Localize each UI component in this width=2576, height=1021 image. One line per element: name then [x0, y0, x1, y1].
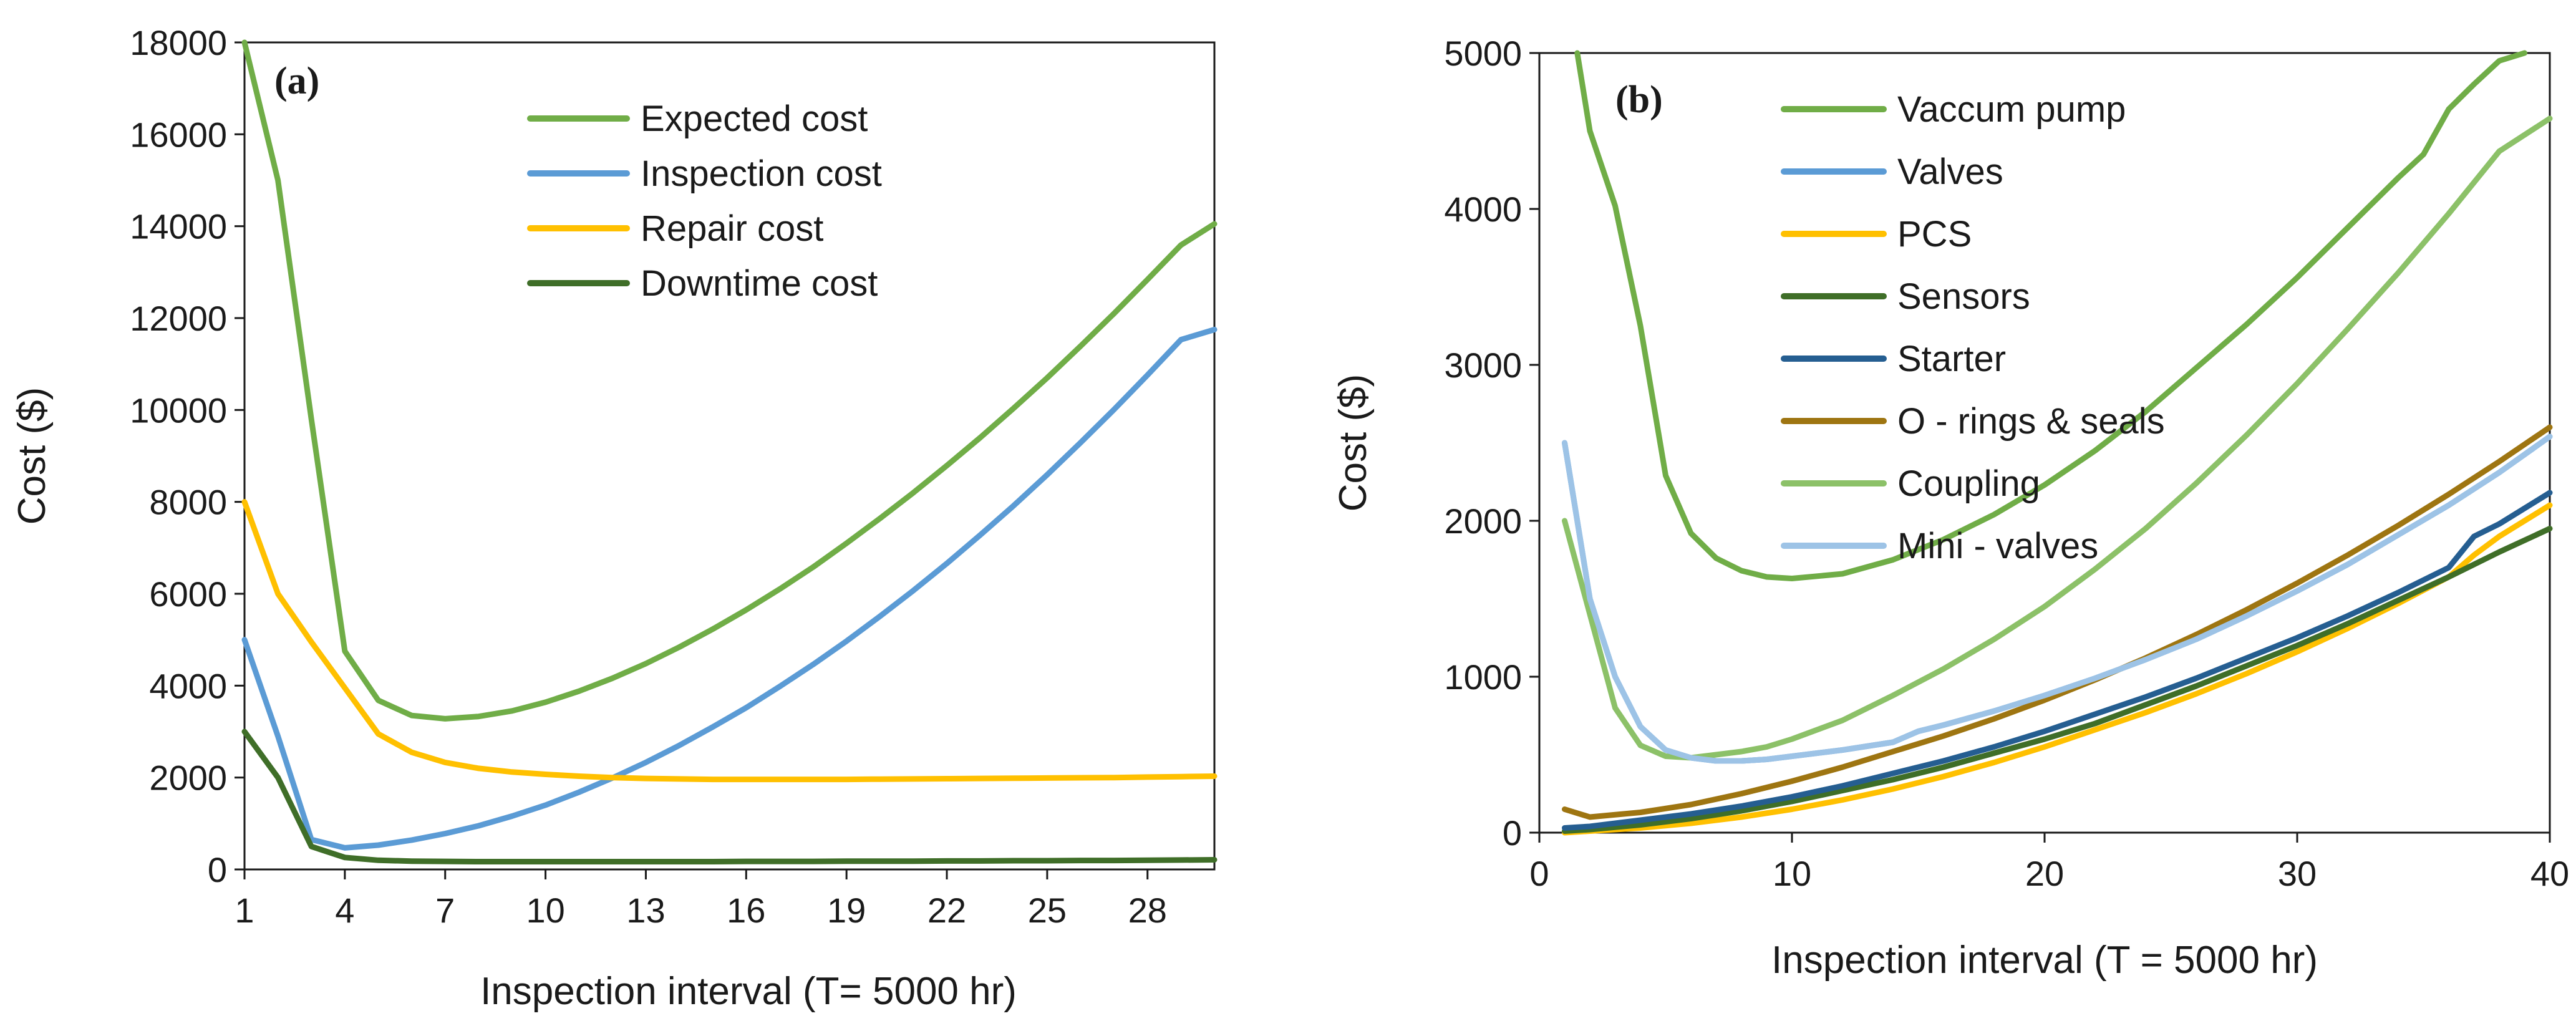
chart-b-panel-label: (b): [1615, 79, 1663, 121]
series-line-expected-cost: [241, 39, 1218, 722]
y-tick-label: 12000: [130, 299, 227, 338]
x-tick-label: 13: [626, 891, 665, 930]
y-tick-label: 10000: [130, 390, 227, 430]
y-tick-label: 2000: [149, 758, 227, 798]
legend-label-repair-cost: Repair cost: [641, 208, 823, 249]
y-tick-label: 4000: [1444, 190, 1522, 229]
chart-a-plot-frame: [243, 41, 1216, 871]
series-line-inspection-cost: [241, 326, 1218, 851]
y-tick-label: 0: [1503, 813, 1522, 853]
series-line-coupling: [1562, 115, 2553, 761]
legend-label-vaccum-pump: Vaccum pump: [1897, 89, 2126, 130]
legend-label-o-rings-seals: O - rings & seals: [1897, 401, 2165, 442]
x-tick-label: 16: [727, 891, 765, 930]
legend-label-pcs: PCS: [1897, 214, 1972, 254]
chart-b-svg: 0 1000 2000 3000 4000 5000 0 10 20 30 40 Vaccum p…: [1332, 34, 2569, 982]
legend-label-downtime-cost: Downtime cost: [641, 263, 878, 304]
y-tick-label: 2000: [1444, 501, 1522, 541]
chart-panel-a: 0 2000 4000 6000 8000 10000 12000 14000 16000 180…: [0, 0, 1279, 1021]
x-tick-label: 20: [2025, 854, 2064, 893]
chart-b-y-axis-title: Cost ($): [1332, 374, 1375, 511]
y-tick-label: 4000: [149, 666, 227, 705]
x-tick-label: 19: [827, 891, 866, 930]
x-tick-label: 40: [2530, 854, 2569, 893]
x-tick-label: 28: [1128, 891, 1167, 930]
chart-b-x-axis-title: Inspection interval (T = 5000 hr): [1771, 939, 2318, 982]
y-tick-label: 8000: [149, 483, 227, 522]
series-line-sensors: [1562, 526, 2553, 834]
y-tick-label: 1000: [1444, 657, 1522, 697]
legend-label-coupling: Coupling: [1897, 463, 2040, 504]
x-tick-label: 0: [1529, 854, 1549, 893]
chart-a-panel-label: (a): [274, 60, 319, 102]
chart-b-plot-frame: [1538, 52, 2551, 834]
y-tick-label: 14000: [130, 207, 227, 246]
legend-label-mini-valves: Mini - valves: [1897, 526, 2098, 566]
x-tick-label: 30: [2278, 854, 2317, 893]
y-tick-label: 6000: [149, 574, 227, 614]
legend-label-inspection-cost: Inspection cost: [641, 153, 882, 194]
y-tick-label: 0: [208, 850, 227, 889]
y-tick-label: 3000: [1444, 346, 1522, 385]
legend-label-valves: Valves: [1897, 152, 2003, 192]
legend-label-starter: Starter: [1897, 339, 2006, 379]
series-line-vaccum-pump: [1574, 50, 2527, 581]
x-tick-label: 25: [1028, 891, 1067, 930]
chart-panel-b: 0 1000 2000 3000 4000 5000 0 10 20 30 40 Vaccum p…: [1291, 0, 2576, 1021]
series-line-mini-valves: [1562, 433, 2553, 764]
chart-a-x-axis-title: Inspection interval (T= 5000 hr): [480, 970, 1017, 1013]
series-line-downtime-cost: [241, 728, 1218, 864]
series-line-repair-cost: [241, 499, 1218, 783]
legend-label-expected-cost: Expected cost: [641, 99, 868, 139]
chart-a-svg: 0 2000 4000 6000 8000 10000 12000 14000 16000 180…: [11, 23, 1218, 1013]
legend-label-sensors: Sensors: [1897, 276, 2030, 317]
x-tick-label: 7: [435, 891, 455, 930]
x-tick-label: 1: [235, 891, 254, 930]
x-tick-label: 22: [927, 891, 966, 930]
y-tick-label: 18000: [130, 23, 227, 62]
x-tick-label: 10: [1773, 854, 1811, 893]
y-tick-label: 5000: [1444, 34, 1522, 73]
series-line-starter: [1562, 490, 2553, 831]
y-tick-label: 16000: [130, 115, 227, 154]
chart-a-y-axis-title: Cost ($): [11, 387, 54, 525]
series-line-o-rings-seals: [1562, 424, 2553, 820]
x-tick-label: 10: [526, 891, 564, 930]
x-tick-label: 4: [335, 891, 354, 930]
